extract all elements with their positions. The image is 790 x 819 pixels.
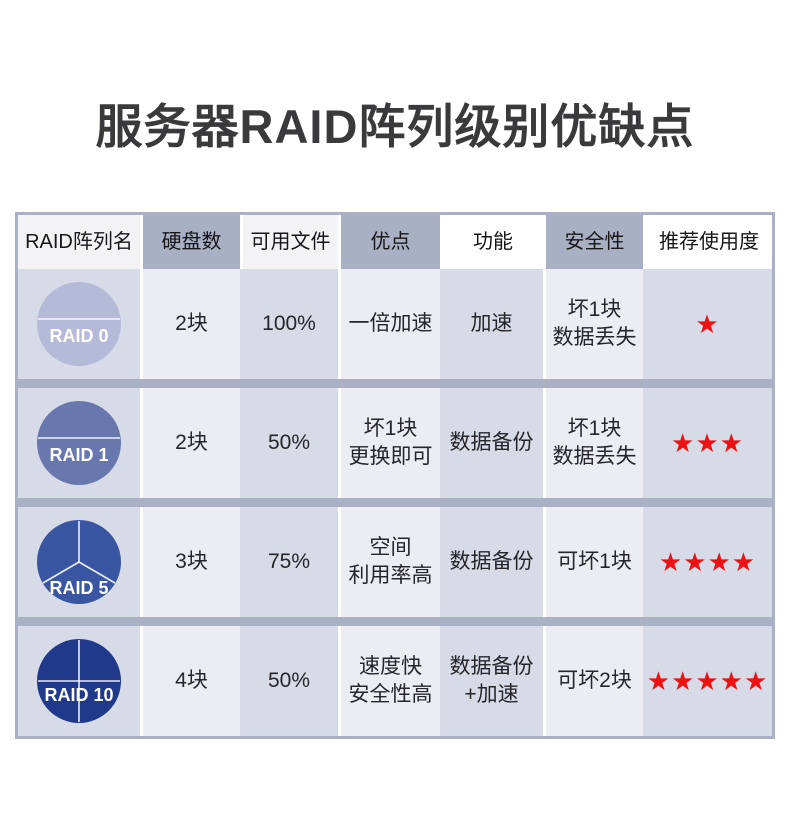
raid5-usable-cell: 75% — [240, 507, 338, 617]
raid1-star-rating: ★★★ — [671, 428, 744, 458]
raid0-safety-cell: 坏1块 数据丢失 — [543, 269, 643, 379]
raid1-disk-icon: RAID 1 — [37, 401, 121, 485]
raid5-disks-cell: 3块 — [140, 507, 240, 617]
raid0-rating-cell: ★ — [643, 269, 772, 379]
raid1-icon-cell: RAID 1 — [18, 388, 140, 498]
raid5-function-cell: 数据备份 — [440, 507, 543, 617]
raid10-disk-icon: RAID 10 — [37, 639, 121, 723]
raid5-label: RAID 5 — [49, 578, 108, 598]
header-disk-count: 硬盘数 — [140, 215, 240, 269]
header-usable-capacity: 可用文件 — [240, 215, 338, 269]
raid10-disks-cell: 4块 — [140, 626, 240, 736]
raid0-icon-cell: RAID 0 — [18, 269, 140, 379]
raid0-star-rating: ★ — [695, 309, 720, 339]
raid-comparison-table: RAID阵列名 硬盘数 可用文件 优点 功能 安全性 推荐使用度 RAID 0 … — [15, 212, 775, 739]
raid10-icon-cell: RAID 10 — [18, 626, 140, 736]
raid1-safety-cell: 坏1块 数据丢失 — [543, 388, 643, 498]
table-row-raid10: RAID 10 4块 50% 速度快 安全性高 数据备份 +加速 可坏2块 ★★… — [18, 626, 772, 736]
raid10-star-rating: ★★★★★ — [646, 666, 769, 696]
raid10-label: RAID 10 — [44, 685, 113, 705]
table-row-raid0: RAID 0 2块 100% 一倍加速 加速 坏1块 数据丢失 ★ — [18, 269, 772, 379]
raid0-advantage-cell: 一倍加速 — [338, 269, 440, 379]
raid1-label: RAID 1 — [49, 445, 108, 465]
raid5-rating-cell: ★★★★ — [643, 507, 772, 617]
raid10-safety-cell: 可坏2块 — [543, 626, 643, 736]
raid10-advantage-cell: 速度快 安全性高 — [338, 626, 440, 736]
raid5-advantage-cell: 空间 利用率高 — [338, 507, 440, 617]
raid0-disks-cell: 2块 — [140, 269, 240, 379]
page-title: 服务器RAID阵列级别优缺点 — [95, 100, 695, 153]
raid10-rating-cell: ★★★★★ — [643, 626, 772, 736]
header-raid-name: RAID阵列名 — [18, 215, 140, 269]
raid5-icon-cell: RAID 5 — [18, 507, 140, 617]
header-recommendation: 推荐使用度 — [643, 215, 772, 269]
raid1-disks-cell: 2块 — [140, 388, 240, 498]
header-function: 功能 — [440, 215, 543, 269]
raid1-advantage-cell: 坏1块 更换即可 — [338, 388, 440, 498]
raid5-safety-cell: 可坏1块 — [543, 507, 643, 617]
table-header-row: RAID阵列名 硬盘数 可用文件 优点 功能 安全性 推荐使用度 — [18, 215, 772, 269]
raid5-disk-icon: RAID 5 — [37, 520, 121, 604]
raid1-rating-cell: ★★★ — [643, 388, 772, 498]
raid5-star-rating: ★★★★ — [658, 547, 757, 577]
table-row-raid1: RAID 1 2块 50% 坏1块 更换即可 数据备份 坏1块 数据丢失 ★★★ — [18, 388, 772, 498]
header-advantage: 优点 — [338, 215, 440, 269]
raid1-usable-cell: 50% — [240, 388, 338, 498]
table-row-raid5: RAID 5 3块 75% 空间 利用率高 数据备份 可坏1块 ★★★★ — [18, 507, 772, 617]
raid0-usable-cell: 100% — [240, 269, 338, 379]
raid10-function-cell: 数据备份 +加速 — [440, 626, 543, 736]
raid1-function-cell: 数据备份 — [440, 388, 543, 498]
raid0-function-cell: 加速 — [440, 269, 543, 379]
raid10-usable-cell: 50% — [240, 626, 338, 736]
raid0-disk-icon: RAID 0 — [37, 282, 121, 366]
header-safety: 安全性 — [543, 215, 643, 269]
raid0-label: RAID 0 — [49, 326, 108, 346]
